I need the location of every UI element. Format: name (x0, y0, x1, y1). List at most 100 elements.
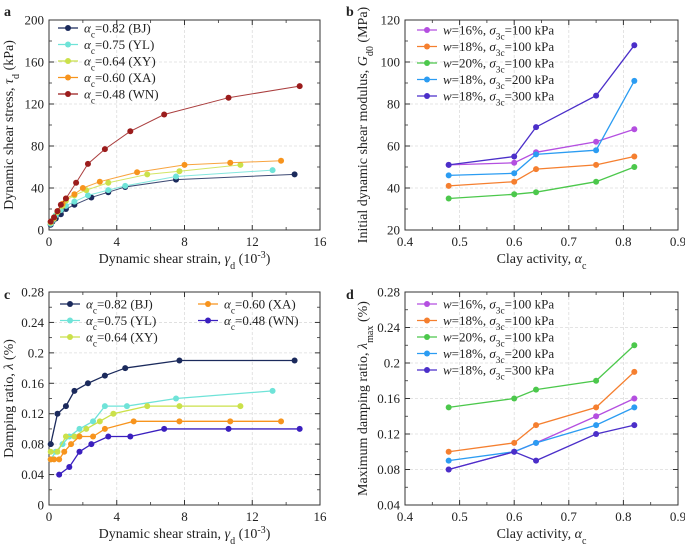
y-axis-label: Maximum damping ratio, λmax (%) (356, 301, 376, 496)
data-point (445, 172, 452, 179)
legend-swatch-marker (424, 27, 430, 33)
panel-label: d (346, 288, 354, 303)
data-point (631, 404, 638, 411)
series-d-1 (445, 368, 638, 455)
data-point (593, 178, 600, 185)
legend-swatch-marker (424, 60, 430, 66)
legend-label: αc=0.60 (XA) (84, 70, 156, 90)
data-point (445, 195, 452, 202)
plot-frame (404, 19, 679, 231)
y-tick-label: 0.24 (377, 320, 400, 335)
y-tick-label: 100 (381, 55, 401, 70)
chart-panel-b: 0.4 0.5 0.6 0.7 0.8 0.9 20 40 60 80 100 120 b Clay ac… (346, 5, 685, 272)
x-tick-label: 0.8 (615, 509, 631, 524)
y-tick-label: 0 (38, 223, 45, 238)
data-point (101, 403, 108, 410)
data-point (83, 425, 90, 432)
y-tick-label: 0.28 (21, 285, 44, 300)
legend-swatch-marker (65, 25, 71, 31)
data-point (71, 198, 78, 205)
data-point (105, 187, 112, 194)
data-point (291, 357, 298, 364)
y-tick-label: 20 (387, 223, 400, 238)
legend-label: w=20%, σ3c=100 kPa (443, 330, 554, 350)
data-point (445, 182, 452, 189)
x-tick-label: 8 (181, 234, 188, 249)
data-point (533, 422, 540, 429)
series-b-1 (445, 153, 638, 189)
y-tick-label: 80 (387, 97, 400, 112)
data-point (127, 128, 134, 135)
data-point (123, 403, 130, 410)
y-tick-label: 0.04 (377, 498, 400, 513)
legend-label: w=18%, σ3c=100 kPa (443, 39, 554, 59)
data-point (291, 171, 298, 178)
data-point (296, 83, 303, 90)
data-point (88, 441, 95, 448)
legend-swatch-marker (424, 93, 430, 99)
data-point (76, 425, 83, 432)
data-point (511, 159, 518, 166)
data-point (533, 439, 540, 446)
data-point (71, 433, 78, 440)
data-point (631, 164, 638, 170)
y-tick-label: 0.08 (21, 437, 44, 452)
x-tick-label: 0 (46, 234, 53, 249)
legend-swatch-marker (424, 317, 430, 324)
x-tick-label: 0.7 (561, 509, 578, 524)
series-c-4 (56, 425, 303, 478)
data-point (51, 456, 58, 463)
legend-label: w=18%, σ3c=100 kPa (443, 313, 554, 333)
data-point (62, 403, 69, 410)
series-d-2 (445, 342, 638, 411)
data-point (96, 418, 103, 425)
data-point (62, 433, 69, 440)
data-point (105, 433, 112, 440)
x-tick-label: 12 (246, 509, 259, 524)
legend-label: w=18%, σ3c=300 kPa (443, 89, 554, 109)
y-tick-label: 0.16 (21, 376, 44, 391)
series-b-4 (445, 42, 638, 168)
y-tick-label: 40 (387, 181, 400, 196)
data-point (511, 448, 518, 455)
legend-swatch-marker (205, 301, 211, 307)
data-point (593, 377, 600, 384)
legend-swatch-marker (424, 334, 430, 340)
x-axis-label: Clay activity, αc (497, 527, 587, 544)
y-tick-label: 0.16 (377, 391, 400, 406)
data-point (225, 425, 232, 432)
x-axis-label: Dynamic shear strain, γd (10-3) (99, 250, 271, 272)
series-line (448, 424, 635, 471)
data-point (101, 372, 108, 379)
data-point (62, 195, 69, 202)
legend-swatch-marker (65, 41, 71, 48)
data-point (533, 166, 540, 173)
legend-swatch-marker (67, 301, 73, 307)
data-point (173, 173, 180, 180)
data-point (71, 387, 78, 394)
data-point (79, 185, 86, 191)
data-point (84, 192, 91, 199)
y-tick-label: 0.08 (377, 462, 400, 477)
y-tick-label: 0.12 (377, 427, 400, 442)
panel-label: a (4, 5, 11, 20)
data-point (161, 425, 168, 432)
x-tick-label: 0.6 (506, 234, 523, 249)
series-b-3 (445, 77, 638, 179)
data-point (57, 201, 64, 208)
data-point (593, 422, 600, 429)
x-tick-label: 0.5 (451, 509, 467, 524)
data-point (533, 457, 540, 464)
chart-panel-c: 0 4 8 12 16 0 0.04 0.08 0.12 0.16 0.2 0.24 0.28 c Dyna… (2, 285, 327, 544)
x-tick-label: 16 (314, 234, 328, 249)
data-point (90, 433, 97, 440)
data-point (110, 410, 117, 417)
data-point (631, 342, 638, 349)
data-point (631, 77, 638, 84)
legend-a: αc=0.82 (BJ)αc=0.75 (YL)αc=0.64 (XY)αc=0… (58, 21, 159, 107)
legend-swatch-marker (65, 91, 71, 97)
data-point (511, 170, 518, 177)
panel-label: c (4, 288, 10, 303)
